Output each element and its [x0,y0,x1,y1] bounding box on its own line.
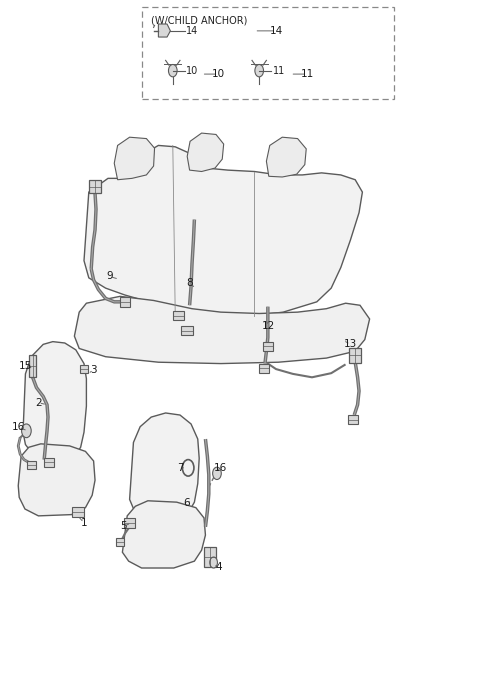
Text: 6: 6 [183,498,190,508]
Polygon shape [181,326,193,335]
Text: 11: 11 [273,66,285,75]
Text: 1: 1 [81,518,87,528]
Text: 4: 4 [215,563,222,572]
Polygon shape [120,297,130,307]
Polygon shape [349,348,361,363]
Text: 12: 12 [262,321,276,331]
Text: 16: 16 [214,463,228,473]
Text: 10: 10 [212,69,225,79]
Text: 5: 5 [120,521,127,531]
Polygon shape [116,538,124,546]
Polygon shape [122,501,205,568]
Text: 14: 14 [186,26,199,36]
Polygon shape [259,364,269,373]
Polygon shape [130,413,199,521]
Circle shape [22,424,31,438]
Polygon shape [44,458,54,467]
Polygon shape [84,145,362,316]
Circle shape [168,64,177,77]
Polygon shape [114,137,155,180]
Polygon shape [18,444,95,516]
Text: 3: 3 [90,365,97,375]
Polygon shape [29,355,36,377]
Polygon shape [263,342,273,351]
Text: 10: 10 [186,66,199,75]
Text: 14: 14 [269,26,283,36]
Text: (W/CHILD ANCHOR): (W/CHILD ANCHOR) [151,15,248,25]
Text: 11: 11 [300,69,314,79]
Polygon shape [27,461,36,469]
Text: 9: 9 [106,272,113,281]
Polygon shape [80,365,88,373]
Text: 16: 16 [12,423,25,432]
Text: 2: 2 [35,398,42,407]
Polygon shape [23,342,86,460]
Circle shape [213,467,221,480]
Polygon shape [74,296,370,364]
Polygon shape [266,137,306,177]
Polygon shape [204,547,216,567]
Text: 8: 8 [186,279,193,288]
Polygon shape [72,506,84,517]
Circle shape [210,557,217,568]
Polygon shape [124,518,135,528]
Polygon shape [158,24,170,37]
Text: 7: 7 [177,463,183,473]
Polygon shape [173,311,184,320]
Circle shape [255,64,264,77]
Text: 13: 13 [344,340,357,349]
Polygon shape [187,133,224,172]
Polygon shape [348,415,358,424]
Polygon shape [89,180,101,193]
Text: 15: 15 [19,362,32,371]
